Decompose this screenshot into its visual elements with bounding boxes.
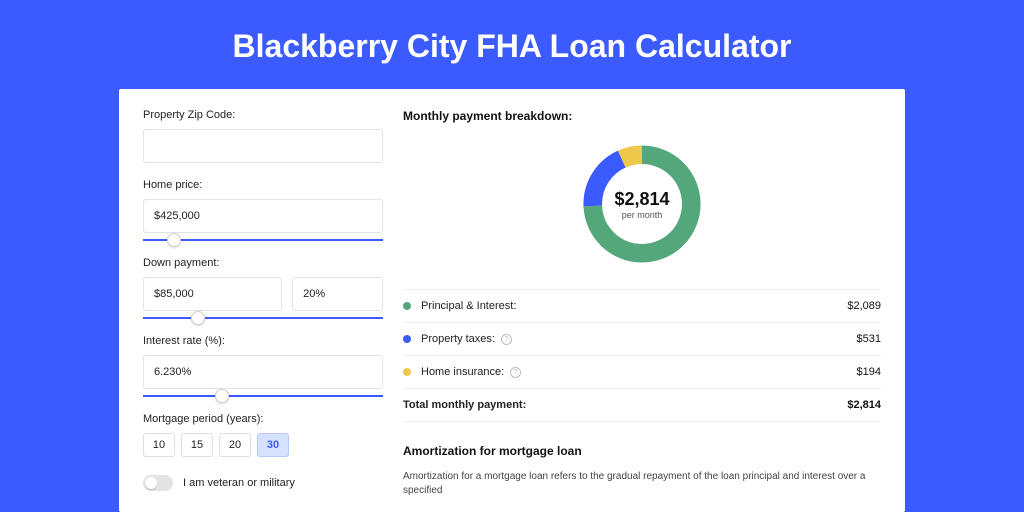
breakdown-row: Principal & Interest:$2,089	[403, 289, 881, 322]
veteran-row: I am veteran or military	[143, 475, 383, 491]
mortgage-period-group: Mortgage period (years): 10152030	[143, 413, 383, 457]
legend-dot	[403, 368, 411, 376]
interest-rate-label: Interest rate (%):	[143, 335, 383, 347]
home-price-group: Home price:	[143, 179, 383, 241]
period-btn-10[interactable]: 10	[143, 433, 175, 457]
down-payment-slider[interactable]	[143, 317, 383, 319]
total-value: $2,814	[847, 399, 881, 411]
breakdown-item-label: Property taxes:?	[421, 333, 857, 345]
breakdown-item-label: Principal & Interest:	[421, 300, 847, 312]
payment-donut-chart: $2,814 per month	[577, 139, 707, 269]
breakdown-item-value: $194	[857, 366, 881, 378]
legend-dot	[403, 302, 411, 310]
breakdown-title: Monthly payment breakdown:	[403, 109, 881, 123]
total-row: Total monthly payment: $2,814	[403, 389, 881, 422]
form-panel: Property Zip Code: Home price: Down paym…	[143, 109, 383, 512]
interest-rate-slider-thumb[interactable]	[215, 389, 229, 403]
legend-dot	[403, 335, 411, 343]
down-payment-amount-input[interactable]	[143, 277, 282, 311]
amortization-title: Amortization for mortgage loan	[403, 444, 881, 458]
mortgage-period-buttons: 10152030	[143, 433, 383, 457]
info-icon[interactable]: ?	[510, 367, 521, 378]
home-price-slider-thumb[interactable]	[167, 233, 181, 247]
breakdown-list: Principal & Interest:$2,089Property taxe…	[403, 289, 881, 389]
veteran-toggle-knob	[145, 477, 157, 489]
interest-rate-input[interactable]	[143, 355, 383, 389]
page-title: Blackberry City FHA Loan Calculator	[233, 28, 792, 65]
breakdown-item-label: Home insurance:?	[421, 366, 857, 378]
interest-rate-slider[interactable]	[143, 395, 383, 397]
interest-rate-group: Interest rate (%):	[143, 335, 383, 397]
breakdown-row: Property taxes:?$531	[403, 322, 881, 355]
calculator-card: Property Zip Code: Home price: Down paym…	[119, 89, 905, 512]
period-btn-15[interactable]: 15	[181, 433, 213, 457]
amortization-section: Amortization for mortgage loan Amortizat…	[403, 444, 881, 498]
period-btn-30[interactable]: 30	[257, 433, 289, 457]
breakdown-panel: Monthly payment breakdown: $2,814 per mo…	[403, 109, 881, 512]
mortgage-period-label: Mortgage period (years):	[143, 413, 383, 425]
donut-value: $2,814	[614, 189, 669, 210]
veteran-toggle[interactable]	[143, 475, 173, 491]
home-price-label: Home price:	[143, 179, 383, 191]
down-payment-label: Down payment:	[143, 257, 383, 269]
info-icon[interactable]: ?	[501, 334, 512, 345]
down-payment-group: Down payment:	[143, 257, 383, 319]
down-payment-slider-thumb[interactable]	[191, 311, 205, 325]
veteran-label: I am veteran or military	[183, 477, 295, 489]
breakdown-item-value: $531	[857, 333, 881, 345]
amortization-text: Amortization for a mortgage loan refers …	[403, 470, 881, 498]
home-price-input[interactable]	[143, 199, 383, 233]
breakdown-item-value: $2,089	[847, 300, 881, 312]
donut-sub: per month	[622, 210, 663, 220]
zip-field-group: Property Zip Code:	[143, 109, 383, 163]
zip-label: Property Zip Code:	[143, 109, 383, 121]
breakdown-row: Home insurance:?$194	[403, 355, 881, 389]
home-price-slider[interactable]	[143, 239, 383, 241]
total-label: Total monthly payment:	[403, 399, 847, 411]
zip-input[interactable]	[143, 129, 383, 163]
period-btn-20[interactable]: 20	[219, 433, 251, 457]
down-payment-percent-input[interactable]	[292, 277, 383, 311]
